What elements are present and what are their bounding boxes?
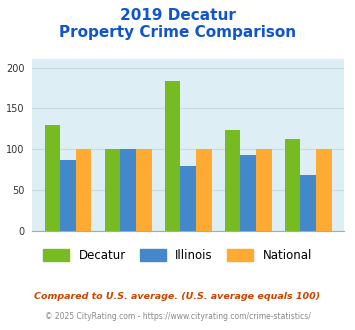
Bar [285,140,300,231]
Text: © 2025 CityRating.com - https://www.cityrating.com/crime-statistics/: © 2025 CityRating.com - https://www.city… [45,312,310,321]
Bar [180,166,196,231]
Bar [136,149,152,231]
Bar [225,130,240,231]
Bar [300,176,316,231]
Bar [120,149,136,231]
Text: Compared to U.S. average. (U.S. average equals 100): Compared to U.S. average. (U.S. average … [34,292,321,301]
Bar [105,149,120,231]
Legend: Decatur, Illinois, National: Decatur, Illinois, National [38,244,317,266]
Bar [196,149,212,231]
Text: 2019 Decatur: 2019 Decatur [120,8,235,23]
Bar [165,81,180,231]
Bar [316,149,332,231]
Bar [76,149,92,231]
Bar [45,125,60,231]
Bar [256,149,272,231]
Text: Property Crime Comparison: Property Crime Comparison [59,25,296,40]
Bar [240,155,256,231]
Bar [60,160,76,231]
